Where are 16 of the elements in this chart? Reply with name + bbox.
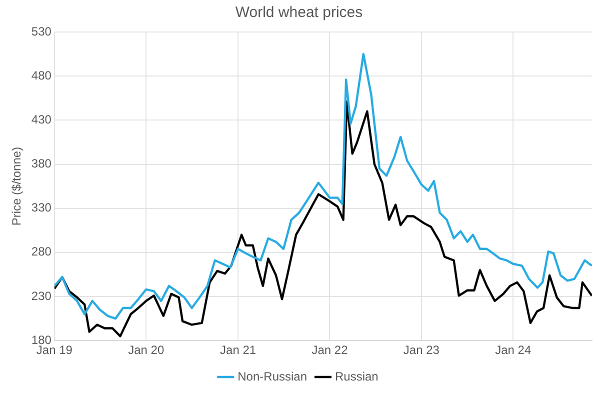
legend-label: Non-Russian <box>238 369 308 384</box>
y-tick-label: 330 <box>31 200 52 215</box>
x-tick-label: Jan 24 <box>495 343 532 358</box>
y-tick-label: 430 <box>31 112 52 126</box>
y-tick-label: 280 <box>31 244 52 259</box>
y-tick-label: 480 <box>31 68 52 82</box>
y-tick-label: 530 <box>31 24 52 38</box>
y-tick-label: 230 <box>31 288 52 303</box>
x-tick-label: Jan 23 <box>403 343 440 358</box>
legend-label: Russian <box>335 369 378 384</box>
x-tick-label: Jan 21 <box>220 343 256 358</box>
y-tick-label: 380 <box>31 156 52 171</box>
chart-title: World wheat prices <box>235 4 363 22</box>
x-tick-label: Jan 22 <box>312 343 348 358</box>
y-axis-title: Price ($/tonne) <box>10 146 24 226</box>
x-tick-label: Jan 20 <box>128 343 164 358</box>
